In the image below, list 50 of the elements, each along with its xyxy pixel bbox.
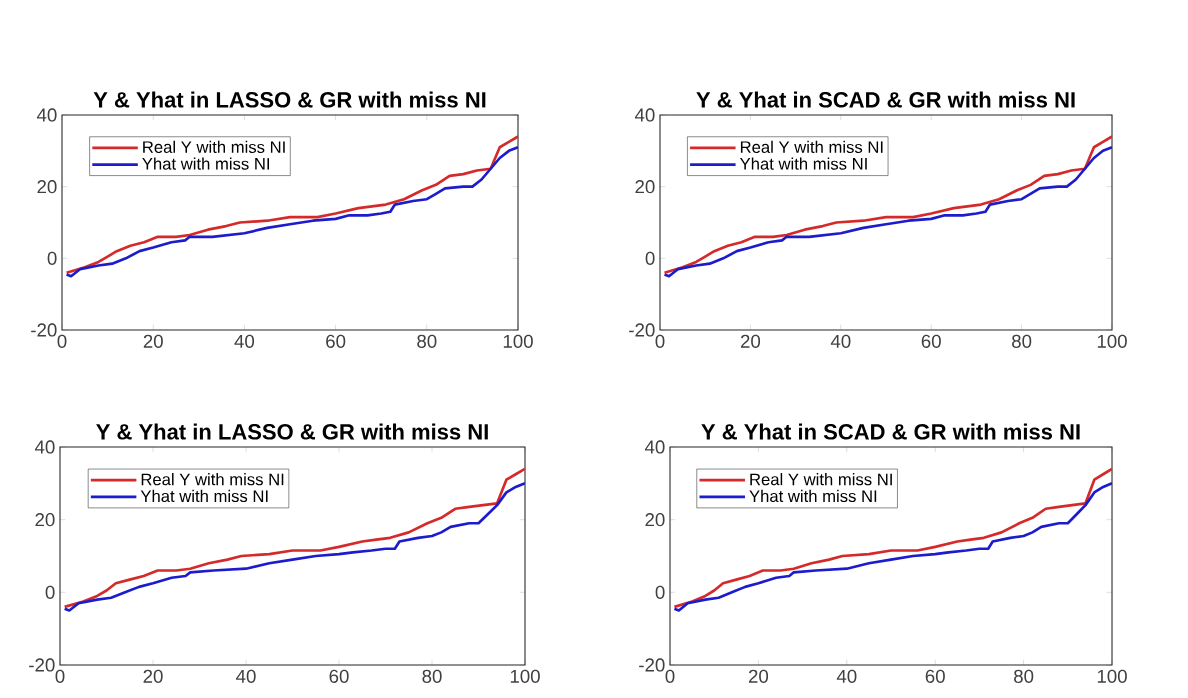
legend-label: Yhat with miss NI: [739, 157, 867, 170]
legend-label: Yhat with miss NI: [749, 489, 877, 503]
x-tick-label: 20: [143, 334, 163, 348]
x-tick-label: 100: [503, 334, 533, 348]
chart-title: Y & Yhat in LASSO & GR with miss NI: [93, 91, 486, 108]
y-tick-label: -20: [629, 323, 655, 337]
chart-title: Y & Yhat in LASSO & GR with miss NI: [96, 423, 488, 440]
y-tick-label: 20: [37, 180, 57, 194]
y-tick-label: 0: [655, 585, 665, 599]
chart-title: Y & Yhat in SCAD & GR with miss NI: [701, 423, 1080, 440]
chart-title: Y & Yhat in SCAD & GR with miss NI: [696, 91, 1075, 108]
x-tick-label: 80: [417, 334, 437, 348]
x-tick-label: 100: [1097, 334, 1127, 348]
x-tick-label: 60: [329, 669, 349, 683]
y-tick-label: -20: [29, 658, 55, 672]
x-tick-label: 20: [740, 334, 761, 348]
x-tick-label: 80: [422, 669, 442, 683]
x-tick-label: 40: [236, 669, 256, 683]
legend-label: Real Y with miss NI: [750, 473, 892, 486]
y-tick-label: 20: [35, 513, 55, 527]
y-tick-label: -20: [639, 658, 665, 672]
legend-label: Yhat with miss NI: [142, 157, 269, 170]
x-tick-label: 0: [665, 669, 675, 683]
x-tick-label: 80: [1014, 669, 1034, 683]
x-tick-label: 20: [143, 669, 163, 683]
x-tick-label: 80: [1012, 334, 1032, 348]
x-tick-label: 20: [748, 669, 769, 683]
x-tick-label: 60: [921, 334, 941, 348]
y-tick-label: 40: [644, 440, 665, 454]
x-tick-label: 60: [925, 669, 945, 683]
y-tick-label: 20: [635, 180, 655, 194]
x-tick-label: 40: [234, 334, 255, 348]
x-tick-label: 100: [1097, 669, 1127, 683]
y-tick-label: 0: [645, 251, 655, 265]
y-tick-label: 0: [47, 251, 57, 265]
y-tick-label: 0: [45, 585, 55, 599]
y-tick-label: 40: [34, 440, 55, 454]
x-tick-label: 60: [326, 334, 346, 348]
legend-label: Real Y with miss NI: [141, 473, 284, 486]
legend-label: Real Y with miss NI: [740, 140, 883, 154]
y-tick-label: -20: [31, 323, 57, 337]
y-tick-label: 40: [634, 108, 655, 122]
x-tick-label: 40: [836, 669, 857, 683]
legend-label: Yhat with miss NI: [140, 489, 268, 503]
x-tick-label: 0: [57, 334, 67, 348]
x-tick-label: 40: [830, 334, 851, 348]
y-tick-label: 40: [36, 108, 57, 122]
y-tick-label: 20: [645, 513, 665, 527]
legend-label: Real Y with miss NI: [143, 140, 285, 154]
x-tick-label: 100: [510, 669, 540, 683]
